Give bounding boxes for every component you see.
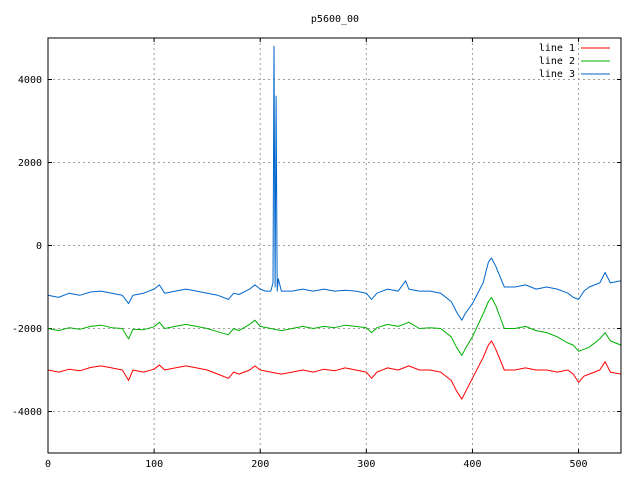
- y-tick-label: -4000: [12, 407, 42, 418]
- grid: [48, 38, 621, 453]
- series-line-1: [48, 340, 621, 400]
- series-line-3: [48, 45, 621, 321]
- x-tick-label: 0: [45, 459, 51, 470]
- legend: line 1 line 2 line 3: [539, 43, 610, 80]
- y-tick-label: -2000: [12, 324, 42, 335]
- x-tick-label: 400: [463, 459, 481, 470]
- x-tick-label: 300: [357, 459, 375, 470]
- legend-label-3: line 3: [539, 69, 575, 80]
- legend-label-1: line 1: [539, 43, 575, 54]
- chart-title: p5600_00: [311, 14, 359, 25]
- x-tick-label: 100: [145, 459, 163, 470]
- legend-label-2: line 2: [539, 56, 575, 67]
- y-tick-label: 0: [36, 241, 42, 252]
- y-tick-label: 2000: [18, 158, 42, 169]
- y-tick-label: 4000: [18, 75, 42, 86]
- plot-frame: [47, 37, 622, 454]
- x-tick-label: 200: [251, 459, 269, 470]
- plot-series: [48, 45, 621, 400]
- series-line-2: [48, 296, 621, 356]
- x-tick-label: 500: [570, 459, 588, 470]
- axis-ticks: 0 100 200 300 400 500 -4000 -2000 0 2000 4000: [12, 38, 621, 470]
